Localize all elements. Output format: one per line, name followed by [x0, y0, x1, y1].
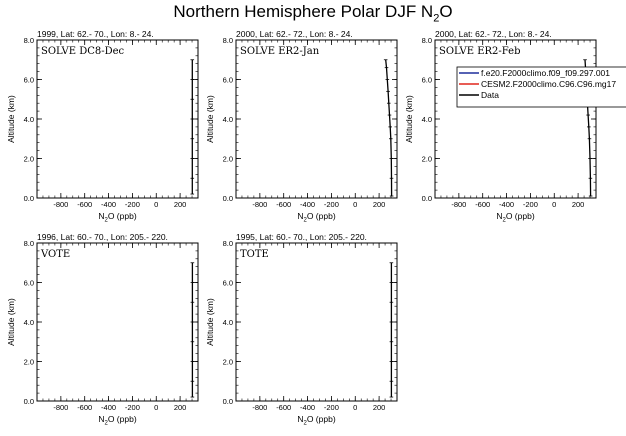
- plot-frame: [434, 39, 597, 199]
- y-axis-label: Altitude (km): [6, 298, 16, 346]
- y-tick-label: 0.0: [223, 397, 233, 406]
- x-tick-label: -800: [53, 403, 68, 412]
- x-axis-label: N2O (ppb): [98, 211, 136, 224]
- y-tick-label: 6.0: [223, 76, 233, 85]
- legend-entry: f.e20.F2000climo.f09_f09.297.001: [481, 68, 610, 78]
- plot-frame: [235, 39, 398, 199]
- campaign-label: SOLVE ER2-Jan: [240, 46, 320, 57]
- chart-panel-5: 1995, Lat: 60.- 70., Lon: 205.- 220. 0.0 2…: [205, 232, 398, 427]
- x-tick-label: -200: [125, 403, 140, 412]
- chart-panel-2: 2000, Lat: 62.- 72., Lon: 8.- 24. 0.0 2.0 4…: [205, 29, 398, 224]
- panel-header: 1999, Lat: 62.- 70., Lon: 8.- 24.: [37, 29, 154, 39]
- plot-frame: [235, 242, 398, 402]
- y-tick-label: 4.0: [24, 318, 34, 327]
- y-tick-label: 2.0: [24, 155, 34, 164]
- legend-box: [456, 66, 626, 108]
- y-tick-label: 8.0: [223, 36, 233, 45]
- plot-frame: [36, 39, 199, 199]
- x-tick-label: 0: [154, 403, 158, 412]
- x-axis-label: N2O (ppb): [496, 211, 534, 224]
- y-axis-label: Altitude (km): [6, 95, 16, 143]
- y-tick-label: 2.0: [422, 155, 432, 164]
- x-tick-label: -200: [324, 403, 339, 412]
- x-tick-label: -400: [300, 403, 315, 412]
- panel-header: 2000, Lat: 62.- 72., Lon: 8.- 24.: [236, 29, 353, 39]
- x-tick-label: 0: [353, 200, 357, 209]
- campaign-label: TOTE: [240, 249, 269, 260]
- panel-header: 1995, Lat: 60.- 70., Lon: 205.- 220.: [236, 232, 367, 242]
- y-tick-label: 6.0: [24, 76, 34, 85]
- series-line-data: [385, 59, 393, 197]
- x-tick-label: -800: [252, 403, 267, 412]
- y-tick-label: 6.0: [422, 76, 432, 85]
- y-tick-label: 4.0: [223, 115, 233, 124]
- x-tick-label: -800: [252, 200, 267, 209]
- campaign-label: SOLVE ER2-Feb: [439, 46, 520, 57]
- y-tick-label: 0.0: [223, 194, 233, 203]
- y-tick-label: 8.0: [24, 36, 34, 45]
- x-tick-label: 200: [373, 200, 386, 209]
- x-tick-label: -600: [77, 403, 92, 412]
- panel-header: 2000, Lat: 62.- 72., Lon: 8.- 24.: [435, 29, 552, 39]
- x-tick-label: 0: [154, 200, 158, 209]
- campaign-label: VOTE: [40, 249, 70, 260]
- y-tick-label: 4.0: [223, 318, 233, 327]
- y-axis-label: Altitude (km): [205, 95, 215, 143]
- chart-panel-3: 2000, Lat: 62.- 72., Lon: 8.- 24. 0.0 2.0 4…: [404, 29, 626, 224]
- chart-panel-4: 1996, Lat: 60.- 70., Lon: 205.- 220. 0.0 2…: [6, 232, 199, 427]
- x-tick-label: 200: [174, 403, 187, 412]
- x-tick-label: -600: [475, 200, 490, 209]
- x-tick-label: -800: [451, 200, 466, 209]
- x-tick-label: -400: [101, 200, 116, 209]
- x-tick-label: -200: [324, 200, 339, 209]
- x-tick-label: 200: [373, 403, 386, 412]
- y-tick-label: 0.0: [24, 194, 34, 203]
- y-tick-label: 4.0: [24, 115, 34, 124]
- legend-entry: Data: [481, 90, 499, 100]
- y-tick-label: 4.0: [422, 115, 432, 124]
- x-tick-label: -200: [125, 200, 140, 209]
- x-tick-label: 0: [552, 200, 556, 209]
- x-axis-label: N2O (ppb): [297, 414, 335, 427]
- x-tick-label: -400: [499, 200, 514, 209]
- y-tick-label: 2.0: [223, 358, 233, 367]
- y-tick-label: 2.0: [24, 358, 34, 367]
- y-tick-label: 0.0: [24, 397, 34, 406]
- x-tick-label: -400: [300, 200, 315, 209]
- x-tick-label: -800: [53, 200, 68, 209]
- x-tick-label: -200: [523, 200, 538, 209]
- x-tick-label: 0: [353, 403, 357, 412]
- page-title: Northern Hemisphere Polar DJF N2O: [0, 2, 626, 28]
- y-axis-label: Altitude (km): [205, 298, 215, 346]
- title-subscript: 2: [433, 12, 440, 25]
- x-tick-label: -400: [101, 403, 116, 412]
- y-tick-label: 6.0: [24, 279, 34, 288]
- x-tick-label: 200: [174, 200, 187, 209]
- x-axis-label: N2O (ppb): [297, 211, 335, 224]
- campaign-label: SOLVE DC8-Dec: [41, 46, 125, 57]
- y-tick-label: 8.0: [223, 239, 233, 248]
- y-tick-label: 6.0: [223, 279, 233, 288]
- title-text: Northern Hemisphere Polar DJF N: [173, 2, 434, 21]
- y-tick-label: 0.0: [422, 194, 432, 203]
- x-tick-label: -600: [276, 403, 291, 412]
- title-tail: O: [439, 2, 453, 21]
- y-tick-label: 8.0: [24, 239, 34, 248]
- x-tick-label: -600: [276, 200, 291, 209]
- x-tick-label: 200: [572, 200, 585, 209]
- y-tick-label: 2.0: [223, 155, 233, 164]
- chart-panel-1: 1999, Lat: 62.- 70., Lon: 8.- 24. 0.0 2.0 4…: [6, 29, 199, 224]
- y-tick-label: 8.0: [422, 36, 432, 45]
- x-tick-label: -600: [77, 200, 92, 209]
- y-axis-label: Altitude (km): [404, 95, 414, 143]
- panel-header: 1996, Lat: 60.- 70., Lon: 205.- 220.: [37, 232, 168, 242]
- x-axis-label: N2O (ppb): [98, 414, 136, 427]
- plot-frame: [36, 242, 199, 402]
- legend-entry: CESM2.F2000climo.C96.C96.mg17: [481, 79, 616, 89]
